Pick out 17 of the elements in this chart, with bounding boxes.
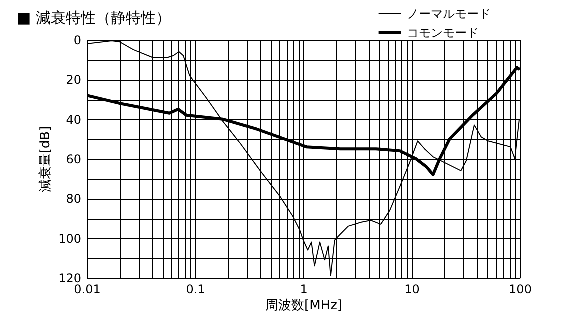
- x-tick-label: 0.01: [74, 282, 101, 296]
- y-tick-label: 20: [66, 73, 82, 88]
- y-tick-label: 60: [66, 152, 82, 166]
- chart-title: ■ 減衰特性（静特性）: [17, 9, 171, 27]
- x-tick-label: 0.1: [186, 282, 206, 296]
- x-axis-title: 周波数[MHz]: [266, 298, 342, 314]
- x-tick-label: 100: [509, 282, 532, 296]
- y-tick-label: 0: [74, 34, 82, 48]
- y-tick-label: 100: [58, 232, 82, 246]
- y-tick-label: 40: [66, 112, 82, 127]
- y-tick-label: 80: [66, 192, 82, 206]
- x-tick-label: 1: [300, 282, 308, 296]
- x-tick-label: 10: [404, 282, 420, 296]
- legend-label: コモンモード: [407, 26, 479, 40]
- y-tick-label: 120: [58, 272, 82, 286]
- y-axis-title: 減衰量[dB]: [38, 126, 54, 193]
- legend-label: ノーマルモード: [407, 7, 491, 21]
